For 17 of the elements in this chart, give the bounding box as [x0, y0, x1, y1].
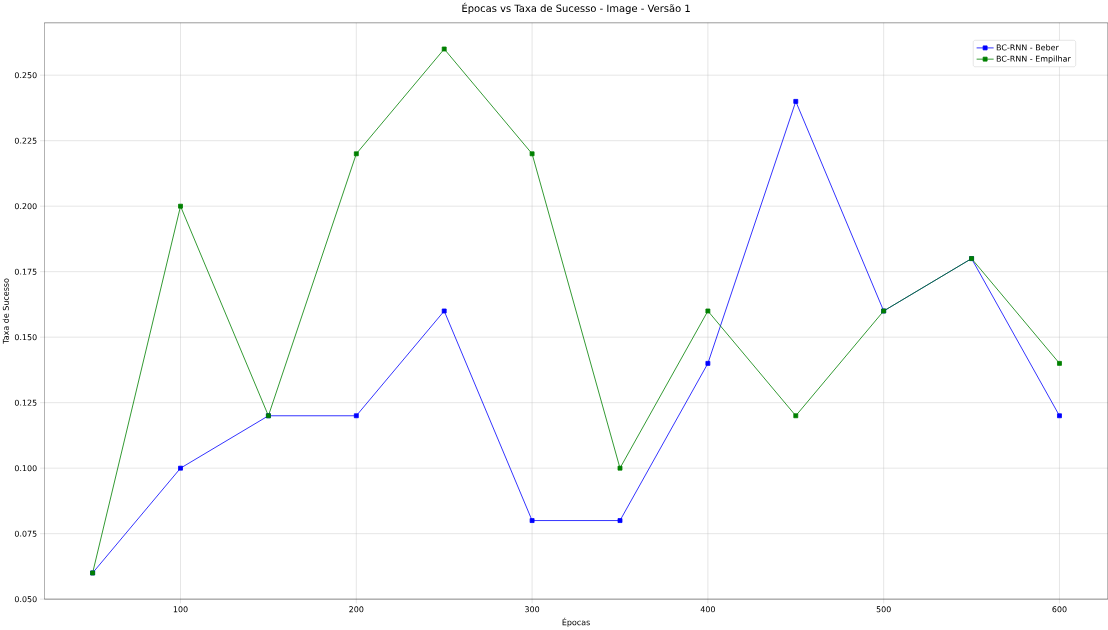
point	[441, 46, 447, 52]
point	[353, 151, 359, 157]
point	[617, 518, 623, 524]
point	[1057, 413, 1062, 419]
point	[529, 518, 535, 524]
point	[178, 466, 183, 471]
point	[353, 413, 359, 419]
point	[617, 466, 623, 471]
point	[178, 204, 183, 209]
point	[1057, 361, 1062, 366]
chart-title: Épocas vs Taxa de Sucesso - Image - Versão 1	[462, 2, 690, 15]
point	[793, 413, 799, 419]
point	[705, 361, 711, 366]
point	[793, 99, 799, 105]
point	[441, 308, 447, 314]
point	[529, 151, 535, 157]
point	[705, 308, 711, 314]
